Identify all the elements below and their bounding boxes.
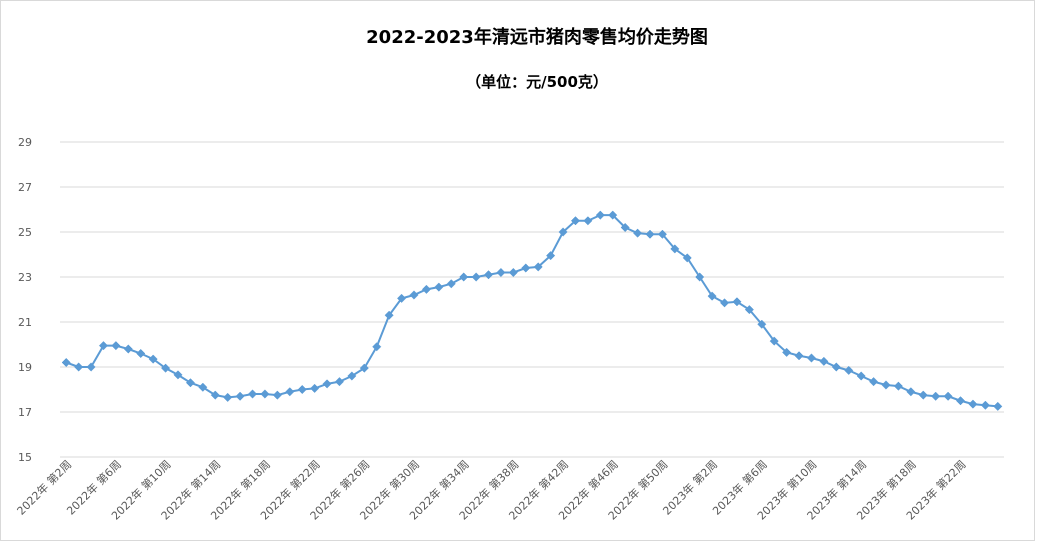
data-point (148, 354, 158, 364)
data-point (645, 229, 655, 239)
data-point (508, 267, 518, 278)
data-point (955, 396, 966, 406)
y-axis-ticks: 15 17 19 21 23 25 27 29 (18, 136, 32, 464)
data-point (136, 348, 146, 359)
data-point (893, 381, 903, 391)
data-point (161, 363, 171, 373)
data-point (819, 356, 829, 366)
data-point (595, 210, 605, 220)
data-point (185, 378, 195, 388)
data-point (806, 353, 817, 363)
y-tick-label: 15 (18, 451, 32, 464)
data-point (334, 377, 345, 387)
data-point (359, 363, 369, 373)
data-point (521, 263, 531, 273)
data-point (384, 310, 394, 320)
data-point (173, 370, 183, 380)
data-point (533, 262, 543, 272)
data-point (483, 270, 494, 280)
data-point (322, 379, 332, 389)
data-point (968, 399, 978, 409)
chart-title: 2022-2023年清远市猪肉零售均价走势图 (366, 26, 708, 48)
data-point (446, 279, 456, 289)
data-point (471, 272, 481, 282)
data-point (223, 392, 233, 402)
data-point (74, 362, 84, 372)
data-point (347, 371, 357, 381)
data-point (782, 347, 792, 357)
data-point (869, 377, 879, 387)
data-point (633, 228, 643, 238)
data-point (86, 362, 96, 372)
data-point (744, 305, 754, 315)
data-point (707, 291, 717, 301)
y-tick-label: 21 (18, 316, 32, 329)
data-point (931, 391, 941, 401)
data-point (397, 293, 407, 303)
data-point (831, 362, 841, 372)
data-point (434, 282, 444, 292)
data-point (496, 267, 506, 278)
y-tick-label: 29 (18, 136, 32, 149)
data-point (98, 341, 109, 351)
y-tick-label: 19 (18, 361, 32, 374)
data-point (583, 216, 593, 226)
y-tick-label: 17 (18, 406, 32, 419)
data-point (657, 229, 667, 239)
data-point (980, 400, 990, 410)
data-point (881, 380, 891, 390)
data-point (310, 383, 320, 393)
data-point (409, 290, 419, 300)
data-point (844, 365, 854, 375)
data-point (794, 351, 804, 361)
gridlines (60, 141, 1004, 458)
data-point (570, 216, 581, 226)
data-point (769, 336, 779, 346)
data-point (943, 391, 953, 401)
series-points (61, 210, 1003, 411)
data-point (297, 384, 307, 395)
data-point (993, 401, 1003, 411)
chart-subtitle: （单位：元/500克） (466, 73, 608, 91)
data-point (856, 371, 866, 381)
data-point (695, 272, 705, 282)
data-point (620, 222, 630, 233)
series-line (65, 214, 998, 408)
data-point (459, 272, 469, 282)
data-point (61, 357, 71, 368)
data-point (558, 227, 568, 237)
data-point (285, 387, 295, 397)
data-point (682, 253, 692, 263)
data-point (198, 382, 208, 392)
data-point (235, 391, 245, 401)
data-point (719, 298, 730, 308)
data-point (372, 342, 382, 352)
data-point (260, 389, 270, 399)
data-point (918, 390, 928, 400)
y-tick-label: 27 (18, 181, 32, 194)
data-point (111, 341, 121, 351)
data-point (247, 389, 258, 399)
y-tick-label: 25 (18, 226, 32, 239)
data-point (670, 244, 680, 254)
data-point (757, 319, 767, 329)
data-point (732, 297, 742, 307)
y-tick-label: 23 (18, 271, 32, 284)
data-point (546, 251, 556, 261)
data-point (272, 390, 282, 400)
data-point (608, 210, 618, 220)
data-point (421, 284, 431, 294)
data-point (123, 344, 133, 354)
data-point (210, 390, 220, 400)
data-point (906, 387, 916, 397)
